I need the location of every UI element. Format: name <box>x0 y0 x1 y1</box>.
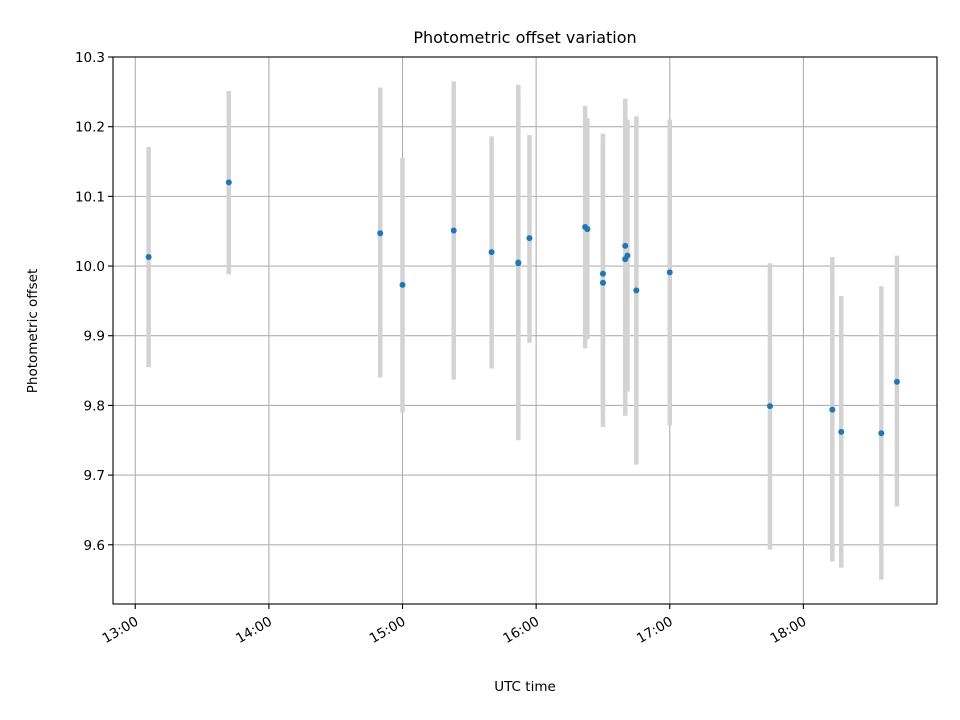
data-point <box>633 287 640 294</box>
plot-area <box>113 57 937 604</box>
data-point <box>377 230 384 237</box>
data-point <box>838 428 845 435</box>
y-tick-label: 9.8 <box>84 398 105 414</box>
data-point <box>622 242 629 249</box>
y-tick-label: 10.1 <box>75 189 105 205</box>
data-point <box>488 249 495 256</box>
y-tick-label: 10.3 <box>75 50 105 66</box>
data-point <box>450 227 457 234</box>
axes-frame <box>112 56 938 605</box>
y-tick-label: 9.6 <box>84 538 105 554</box>
data-point <box>225 179 232 186</box>
data-point <box>878 430 885 437</box>
y-axis-ticks: 9.6 9.7 9.8 9.9 10.0 10.1 10.2 10.3 <box>75 50 113 554</box>
data-point <box>584 226 591 233</box>
data-point <box>599 270 606 277</box>
data-point <box>526 235 533 242</box>
data-point <box>893 378 900 385</box>
chart-title: Photometric offset variation <box>413 28 636 47</box>
data-point <box>666 269 673 276</box>
data-point <box>515 260 522 267</box>
data-point <box>829 406 836 413</box>
x-axis-label: UTC time <box>494 679 556 695</box>
data-point <box>599 279 606 286</box>
y-tick-label: 9.9 <box>84 329 105 345</box>
y-tick-label: 9.7 <box>84 468 105 484</box>
data-points <box>145 179 900 437</box>
y-tick-label: 10.2 <box>75 120 105 136</box>
data-point <box>766 403 773 410</box>
data-point <box>399 281 406 288</box>
data-point <box>624 252 631 259</box>
y-tick-label: 10.0 <box>75 259 105 275</box>
y-axis-label: Photometric offset <box>25 269 41 393</box>
data-point <box>145 253 152 260</box>
